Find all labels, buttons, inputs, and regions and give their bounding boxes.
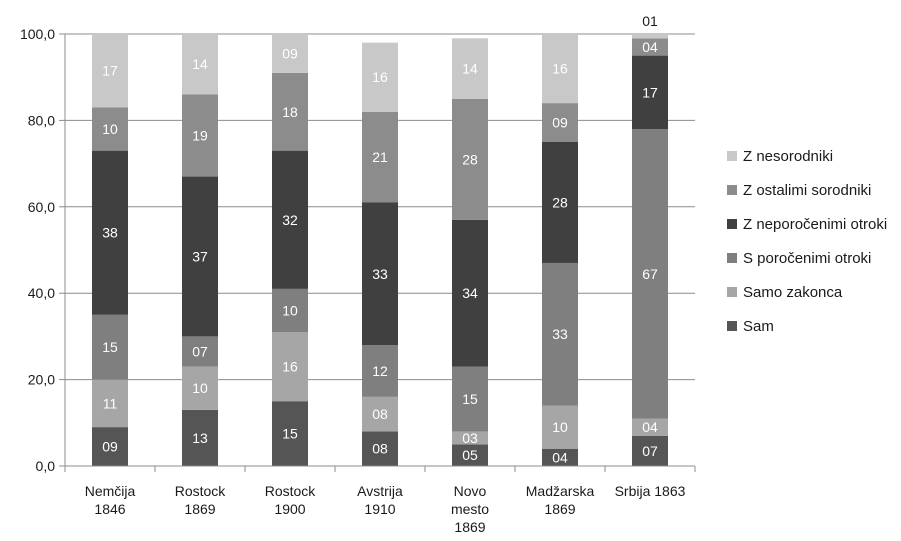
data-label: 08 <box>372 441 388 457</box>
y-tick-label: 100,0 <box>20 26 55 42</box>
y-tick-label: 80,0 <box>28 112 55 128</box>
data-label: 11 <box>103 395 118 411</box>
data-label: 15 <box>282 426 298 442</box>
data-label: 15 <box>102 339 118 355</box>
y-tick-label: 40,0 <box>28 285 55 301</box>
data-label: 12 <box>372 363 388 379</box>
bar-segment <box>632 34 668 38</box>
data-label: 10 <box>102 121 118 137</box>
data-label: 07 <box>192 344 208 360</box>
data-label: 32 <box>282 212 298 228</box>
x-tick-label: 1900 <box>274 501 305 517</box>
x-tick-label: 1869 <box>184 501 215 517</box>
legend-label: Z neporočenimi otroki <box>743 216 887 233</box>
legend-swatch <box>727 219 737 229</box>
data-label: 13 <box>192 430 208 446</box>
legend-label: Z nesorodniki <box>743 148 833 165</box>
data-label: 67 <box>642 266 658 282</box>
x-tick-label: 1910 <box>364 501 395 517</box>
data-label: 18 <box>282 104 298 120</box>
data-label: 03 <box>462 430 478 446</box>
data-label: 04 <box>642 39 658 55</box>
bars: 09 11 15 38 10 17 13 10 07 37 19 14 15 16 10 32 18 09 08 08… <box>92 13 668 466</box>
data-label: 15 <box>462 391 478 407</box>
x-tick-label: 1869 <box>544 501 575 517</box>
x-tick-label: 1869 <box>454 519 485 535</box>
data-label: 17 <box>642 84 658 100</box>
data-label: 17 <box>102 63 118 79</box>
data-label: 28 <box>462 151 478 167</box>
x-tick-label: Rostock <box>265 483 317 499</box>
legend-swatch <box>727 287 737 297</box>
data-label: 14 <box>462 61 478 77</box>
y-tick-label: 0,0 <box>36 458 56 474</box>
data-label: 33 <box>372 266 388 282</box>
x-tick-label: 1846 <box>94 501 125 517</box>
legend-label: Samo zakonca <box>743 284 843 301</box>
y-axis: 0,0 20,0 40,0 60,0 80,0 100,0 <box>20 26 65 474</box>
data-label: 09 <box>102 439 118 455</box>
y-tick-label: 20,0 <box>28 372 55 388</box>
x-tick-label: Avstrija <box>357 483 403 499</box>
legend-label: Sam <box>743 318 774 335</box>
data-label: 34 <box>462 285 478 301</box>
legend-label: Z ostalimi sorodniki <box>743 182 871 199</box>
data-label: 09 <box>282 45 298 61</box>
data-label: 04 <box>552 449 568 465</box>
x-tick-label: Nemčija <box>85 483 136 499</box>
data-label: 10 <box>552 419 568 435</box>
data-label: 16 <box>372 69 388 85</box>
data-label: 09 <box>552 115 568 131</box>
data-label: 16 <box>552 61 568 77</box>
data-label: 16 <box>282 359 298 375</box>
data-label: 19 <box>192 128 208 144</box>
data-label: 10 <box>192 380 208 396</box>
legend-label: S poročenimi otroki <box>743 250 871 267</box>
x-tick-label: Novo <box>454 483 487 499</box>
data-label: 33 <box>552 326 568 342</box>
legend-swatch <box>727 253 737 263</box>
data-label: 07 <box>642 443 658 459</box>
x-axis: Nemčija 1846 Rostock 1869 Rostock 1900 Avstrij… <box>65 466 695 535</box>
data-label: 14 <box>192 56 208 72</box>
y-tick-label: 60,0 <box>28 199 55 215</box>
data-label: 05 <box>462 447 478 463</box>
x-tick-label: Rostock <box>175 483 227 499</box>
data-label: 04 <box>642 419 658 435</box>
x-tick-label: Madžarska <box>526 483 595 499</box>
data-label: 10 <box>282 302 298 318</box>
data-label: 08 <box>372 406 388 422</box>
data-label: 37 <box>192 248 208 264</box>
data-label: 01 <box>642 13 658 29</box>
data-label: 38 <box>102 225 118 241</box>
legend-swatch <box>727 321 737 331</box>
legend-swatch <box>727 151 737 161</box>
data-label: 21 <box>372 149 388 165</box>
x-tick-label: Srbija 1863 <box>615 483 686 499</box>
x-tick-label: mesto <box>451 501 489 517</box>
data-label: 28 <box>552 194 568 210</box>
legend: Z nesorodniki Z ostalimi sorodniki Z nepor… <box>727 148 887 335</box>
legend-swatch <box>727 185 737 195</box>
